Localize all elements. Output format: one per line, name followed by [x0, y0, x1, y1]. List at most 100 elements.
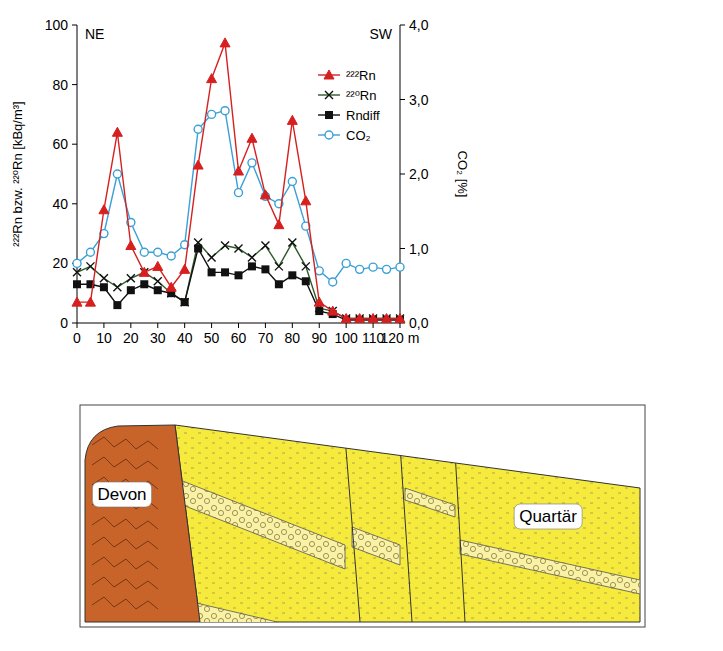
- unit-label-group: Quartär: [514, 504, 582, 529]
- y-tick-label: 60: [52, 136, 68, 152]
- data-point: [396, 315, 404, 323]
- gravel-layers: [175, 437, 640, 645]
- data-point: [235, 245, 243, 253]
- data-point: [154, 286, 162, 294]
- data-point: [86, 248, 94, 256]
- data-point: [139, 267, 149, 276]
- data-point: [166, 282, 176, 291]
- devonian-body: [85, 425, 200, 622]
- x-tick: [77, 323, 78, 328]
- y-axis: [77, 25, 78, 323]
- data-point: [369, 263, 377, 271]
- x-tick-label: 80: [285, 330, 301, 346]
- data-point: [72, 297, 82, 306]
- x-tick-label: 100: [334, 330, 358, 346]
- data-point: [113, 301, 121, 309]
- devonian-texture: [92, 597, 158, 609]
- y2-tick-label: 0,0: [409, 315, 429, 331]
- data-point: [274, 220, 284, 229]
- legend-label: ²²²Rn: [346, 68, 376, 83]
- data-point: [208, 110, 216, 118]
- data-point: [181, 298, 189, 306]
- data-point: [127, 274, 135, 282]
- y2-tick: [400, 248, 405, 249]
- unit-label: Devon: [97, 485, 146, 504]
- data-point: [260, 190, 270, 199]
- data-point: [193, 160, 203, 169]
- y-tick-label: 80: [52, 77, 68, 93]
- data-point: [73, 268, 81, 276]
- unit-label-bg: [514, 504, 582, 529]
- data-point: [247, 133, 257, 142]
- y-tick: [72, 323, 77, 324]
- data-point: [383, 265, 391, 273]
- data-point: [368, 314, 378, 323]
- data-point: [234, 166, 244, 175]
- data-point: [302, 277, 310, 285]
- unit-label: Quartär: [519, 507, 577, 526]
- data-point: [302, 262, 310, 270]
- x-tick-label: 40: [177, 330, 193, 346]
- data-point: [126, 241, 136, 250]
- devonian-texture: [92, 557, 158, 569]
- unit-label-bg: [92, 482, 151, 507]
- gravel-layer: [352, 527, 400, 565]
- legend: ²²²Rn²²⁰RnRndiffCO₂: [318, 68, 380, 143]
- x-tick-label: 50: [204, 330, 220, 346]
- data-point: [85, 297, 95, 306]
- x-tick-label: 20: [123, 330, 139, 346]
- series-line: [77, 243, 400, 319]
- x-tick: [265, 323, 266, 328]
- data-point: [315, 307, 323, 315]
- x-tick: [130, 323, 131, 328]
- series: [73, 239, 404, 323]
- plot-data: [72, 38, 405, 323]
- data-point: [275, 262, 283, 270]
- data-point: [288, 177, 296, 185]
- data-point: [248, 159, 256, 167]
- data-point: [221, 242, 229, 250]
- data-point: [140, 280, 148, 288]
- x-tick-label: 0: [73, 330, 81, 346]
- data-point: [73, 280, 81, 288]
- x-tick: [373, 323, 374, 328]
- section-bg: [80, 405, 645, 627]
- x-tick: [400, 323, 401, 328]
- x-tick: [346, 323, 347, 328]
- y-tick: [72, 144, 77, 145]
- data-point: [99, 205, 109, 214]
- y2-tick-label: 3,0: [409, 92, 429, 108]
- data-point: [100, 274, 108, 282]
- data-point: [220, 38, 230, 47]
- quaternary-body: [175, 425, 640, 622]
- legend-marker: [325, 131, 333, 139]
- data-point: [208, 253, 216, 261]
- annotation: SW: [369, 26, 392, 42]
- devonian-texture: [92, 437, 158, 449]
- data-point: [208, 268, 216, 276]
- section-frame: [80, 405, 645, 627]
- data-point: [181, 298, 189, 306]
- x-tick: [157, 323, 158, 328]
- data-point: [154, 277, 162, 285]
- gravel-layer: [460, 540, 640, 594]
- legend-label: ²²⁰Rn: [346, 88, 377, 103]
- data-point: [154, 248, 162, 256]
- x-tick: [211, 323, 212, 328]
- x-tick: [103, 323, 104, 328]
- data-point: [248, 253, 256, 261]
- data-point: [180, 264, 190, 273]
- data-point: [261, 242, 269, 250]
- data-point: [301, 196, 311, 205]
- data-point: [315, 267, 323, 275]
- y2-tick-label: 2,0: [409, 166, 429, 182]
- data-point: [153, 261, 163, 270]
- data-point: [329, 278, 337, 286]
- data-point: [369, 315, 377, 323]
- data-point: [167, 252, 175, 260]
- devonian-texture: [92, 517, 158, 529]
- gravel-layer: [175, 478, 345, 569]
- legend-marker: [325, 111, 333, 119]
- fault: [400, 445, 412, 622]
- data-point: [341, 314, 351, 323]
